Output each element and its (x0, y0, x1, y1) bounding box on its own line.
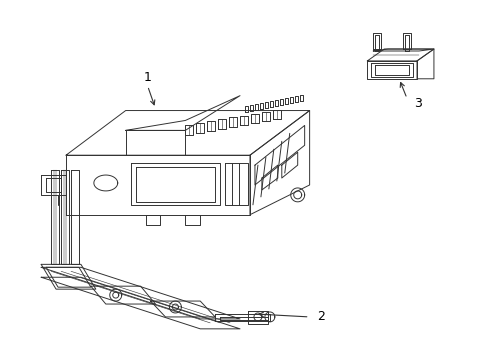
Polygon shape (275, 100, 278, 105)
Polygon shape (285, 98, 288, 104)
Polygon shape (265, 102, 268, 108)
Polygon shape (260, 103, 263, 109)
Polygon shape (280, 99, 283, 105)
Text: 2: 2 (318, 310, 325, 323)
Polygon shape (245, 105, 248, 112)
Polygon shape (66, 111, 310, 155)
Polygon shape (255, 104, 258, 109)
Text: 1: 1 (144, 71, 151, 84)
Polygon shape (294, 96, 298, 102)
Polygon shape (250, 105, 253, 111)
Polygon shape (270, 100, 273, 107)
Polygon shape (250, 111, 310, 215)
Polygon shape (373, 33, 381, 49)
Polygon shape (91, 286, 155, 304)
Polygon shape (368, 61, 417, 79)
Text: 3: 3 (414, 97, 422, 110)
Polygon shape (417, 49, 434, 79)
Polygon shape (368, 49, 434, 61)
Polygon shape (66, 155, 250, 215)
Polygon shape (131, 163, 220, 205)
Polygon shape (255, 125, 305, 185)
Polygon shape (150, 301, 215, 317)
Polygon shape (403, 33, 411, 49)
Polygon shape (215, 314, 270, 321)
Polygon shape (41, 267, 240, 319)
Polygon shape (41, 264, 96, 289)
Polygon shape (300, 95, 303, 100)
Polygon shape (290, 96, 293, 103)
Polygon shape (248, 311, 268, 324)
